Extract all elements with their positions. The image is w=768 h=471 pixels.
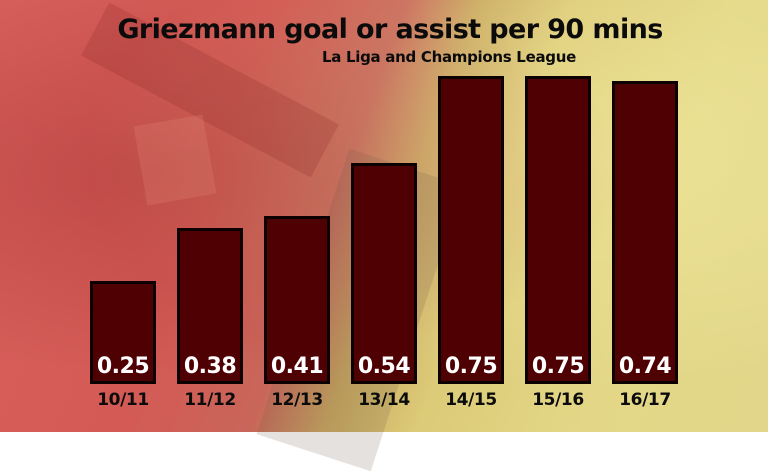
x-tick-label: 11/12 bbox=[184, 390, 236, 410]
bar-14-15: 0.75 bbox=[438, 76, 504, 384]
x-tick-label: 15/16 bbox=[532, 390, 584, 410]
chart-subtitle: La Liga and Champions League bbox=[322, 48, 576, 66]
bar-16-17: 0.74 bbox=[612, 81, 678, 384]
bar-value-label: 0.75 bbox=[444, 354, 498, 379]
x-tick-label: 14/15 bbox=[445, 390, 497, 410]
chart-title: Griezmann goal or assist per 90 mins bbox=[117, 14, 663, 45]
bar-10-11: 0.25 bbox=[90, 281, 156, 384]
x-tick-label: 12/13 bbox=[271, 390, 323, 410]
bar-value-label: 0.38 bbox=[183, 354, 237, 379]
bar-12-13: 0.41 bbox=[264, 216, 330, 384]
background-texture bbox=[133, 114, 217, 206]
x-tick-label: 13/14 bbox=[358, 390, 410, 410]
bar-value-label: 0.74 bbox=[618, 354, 672, 379]
bar-13-14: 0.54 bbox=[351, 163, 417, 384]
bar-value-label: 0.41 bbox=[270, 354, 324, 379]
bar-value-label: 0.75 bbox=[531, 354, 585, 379]
bar-value-label: 0.25 bbox=[96, 354, 150, 379]
x-tick-label: 16/17 bbox=[619, 390, 671, 410]
bar-15-16: 0.75 bbox=[525, 76, 591, 384]
bar-value-label: 0.54 bbox=[357, 354, 411, 379]
bar-11-12: 0.38 bbox=[177, 228, 243, 384]
x-tick-label: 10/11 bbox=[97, 390, 149, 410]
